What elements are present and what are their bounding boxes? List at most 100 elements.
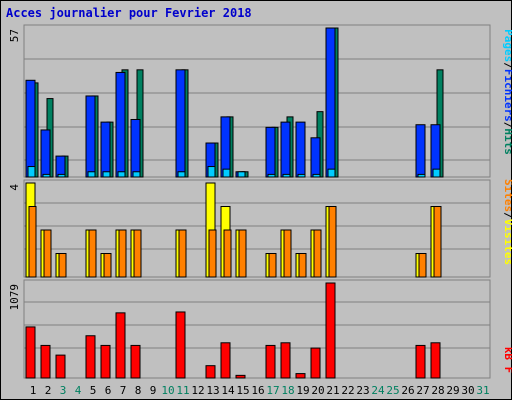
- bar-fichiers-day-17: [265, 126, 276, 178]
- bar-sites-day-3: [58, 253, 67, 278]
- bar-fichiers-day-19: [295, 121, 306, 178]
- x-tick-label: 20: [311, 384, 324, 397]
- bar-fichiers-day-27: [415, 124, 426, 178]
- x-tick-label: 2: [45, 384, 52, 397]
- bar-pages-day-18: [282, 173, 291, 178]
- x-tick-label: 31: [476, 384, 489, 397]
- y-max-label: 4: [8, 184, 21, 191]
- bar-pages-day-6: [102, 171, 111, 178]
- x-tick-label: 7: [120, 384, 127, 397]
- bar-kb-f-day-14: [220, 342, 231, 379]
- bar-sites-day-11: [178, 229, 187, 278]
- x-tick-label: 27: [416, 384, 429, 397]
- bar-fichiers-day-2: [40, 129, 51, 178]
- bar-sites-day-1: [28, 206, 37, 278]
- bar-sites-day-15: [238, 229, 247, 278]
- bar-kb-f-day-19: [295, 373, 306, 379]
- legend-text: kB F: [502, 347, 512, 374]
- legend-entry: Hits: [502, 128, 512, 155]
- legend-text: Pages/Fichiers/Hits: [502, 29, 512, 155]
- bar-fichiers-day-20: [310, 137, 321, 178]
- y-max-label: 1079: [8, 284, 21, 311]
- x-tick-label: 21: [326, 384, 339, 397]
- bar-sites-day-28: [433, 206, 442, 278]
- x-tick-label: 10: [161, 384, 174, 397]
- bar-fichiers-day-1: [25, 79, 36, 178]
- bar-kb-f-day-5: [85, 335, 96, 379]
- bar-sites-day-27: [418, 253, 427, 278]
- x-tick-label: 19: [296, 384, 309, 397]
- bar-kb-f-day-11: [175, 311, 186, 379]
- bar-pages-day-17: [267, 173, 276, 178]
- x-tick-label: 22: [341, 384, 354, 397]
- bar-kb-f-day-27: [415, 344, 426, 379]
- bar-pages-day-14: [222, 168, 231, 178]
- x-tick-label: 24: [371, 384, 385, 397]
- bar-kb-f-day-8: [130, 344, 141, 379]
- x-tick-label: 16: [251, 384, 264, 397]
- bar-kb-f-day-2: [40, 344, 51, 379]
- bar-pages-day-1: [27, 166, 36, 178]
- bar-kb-f-day-13: [205, 365, 216, 379]
- legend-entry: /: [502, 212, 512, 219]
- bar-pages-day-21: [327, 168, 336, 178]
- x-tick-label: 14: [221, 384, 235, 397]
- bar-kb-f-day-6: [100, 344, 111, 379]
- bar-pages-day-11: [177, 171, 186, 178]
- bar-pages-day-7: [117, 171, 126, 178]
- bar-fichiers-day-18: [280, 121, 291, 178]
- x-tick-label: 17: [266, 384, 279, 397]
- x-tick-label: 25: [386, 384, 399, 397]
- bar-kb-f-day-20: [310, 347, 321, 379]
- bar-fichiers-day-3: [55, 155, 66, 178]
- bar-pages-day-20: [312, 173, 321, 178]
- bar-kb-f-day-7: [115, 312, 126, 379]
- x-tick-label: 23: [356, 384, 369, 397]
- x-tick-label: 1: [30, 384, 37, 397]
- bar-sites-day-13: [208, 229, 217, 278]
- legend-entry: kB F: [502, 347, 512, 374]
- x-tick-label: 11: [176, 384, 189, 397]
- bar-fichiers-day-14: [220, 116, 231, 178]
- legend-entry: /: [502, 62, 512, 69]
- bar-fichiers-day-11: [175, 69, 186, 178]
- bar-kb-f-day-3: [55, 354, 66, 379]
- x-tick-label: 3: [60, 384, 67, 397]
- legend-entry: Visites: [502, 219, 512, 265]
- bar-pages-day-13: [207, 166, 216, 178]
- bar-sites-day-5: [88, 229, 97, 278]
- bar-fichiers-day-6: [100, 121, 111, 178]
- bar-fichiers-day-7: [115, 71, 126, 178]
- bar-sites-day-7: [118, 229, 127, 278]
- x-tick-label: 4: [75, 384, 82, 397]
- bar-pages-day-2: [42, 173, 51, 178]
- x-tick-label: 6: [105, 384, 112, 397]
- bar-sites-day-2: [43, 229, 52, 278]
- x-tick-label: 15: [236, 384, 249, 397]
- x-tick-label: 28: [431, 384, 444, 397]
- bar-fichiers-day-21: [325, 27, 336, 178]
- x-tick-label: 30: [461, 384, 474, 397]
- chart-title: Acces journalier pour Fevrier 2018: [6, 6, 252, 20]
- x-tick-label: 29: [446, 384, 459, 397]
- bar-fichiers-day-5: [85, 95, 96, 178]
- bar-pages-day-8: [132, 171, 141, 178]
- bar-sites-day-17: [268, 253, 277, 278]
- x-tick-label: 5: [90, 384, 97, 397]
- bar-kb-f-day-1: [25, 326, 36, 379]
- x-tick-label: 13: [206, 384, 219, 397]
- bar-kb-f-day-15: [235, 374, 246, 379]
- x-tick-label: 12: [191, 384, 204, 397]
- bar-pages-day-27: [417, 173, 426, 178]
- legend-text: Sites/Visites: [502, 179, 512, 265]
- bar-pages-day-28: [432, 168, 441, 178]
- bar-pages-day-15: [237, 171, 246, 178]
- legend-entry: /: [502, 122, 512, 129]
- bar-sites-day-8: [133, 229, 142, 278]
- bar-kb-f-day-28: [430, 342, 441, 379]
- legend-entry: Sites: [502, 179, 512, 212]
- bar-pages-day-19: [297, 173, 306, 178]
- bar-fichiers-day-8: [130, 118, 141, 178]
- bar-pages-day-3: [57, 173, 66, 178]
